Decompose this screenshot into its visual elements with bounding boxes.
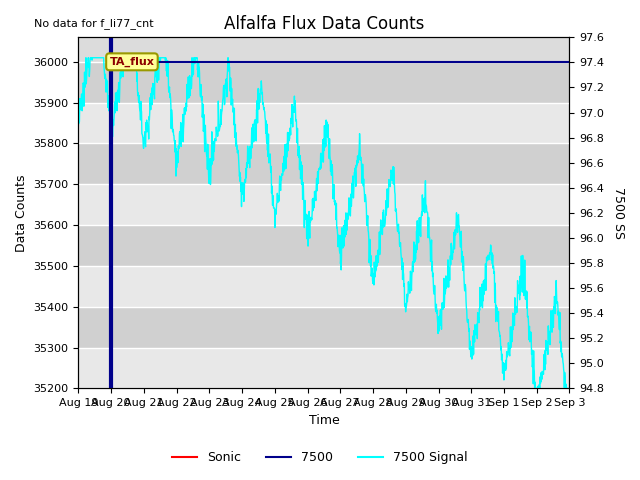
Bar	[79, 144, 570, 184]
Title: Alfalfa Flux Data Counts: Alfalfa Flux Data Counts	[224, 15, 424, 33]
Bar	[79, 184, 570, 225]
Bar	[79, 62, 570, 103]
Bar	[79, 225, 570, 266]
Text: No data for f_li77_cnt: No data for f_li77_cnt	[34, 18, 154, 29]
Bar	[79, 266, 570, 307]
Legend: Sonic, 7500, 7500 Signal: Sonic, 7500, 7500 Signal	[167, 446, 473, 469]
Bar	[79, 103, 570, 144]
Y-axis label: Data Counts: Data Counts	[15, 174, 28, 252]
Y-axis label: 7500 SS: 7500 SS	[612, 187, 625, 239]
Bar	[79, 348, 570, 388]
Text: TA_flux: TA_flux	[109, 57, 154, 67]
X-axis label: Time: Time	[308, 414, 339, 427]
Bar	[79, 307, 570, 348]
